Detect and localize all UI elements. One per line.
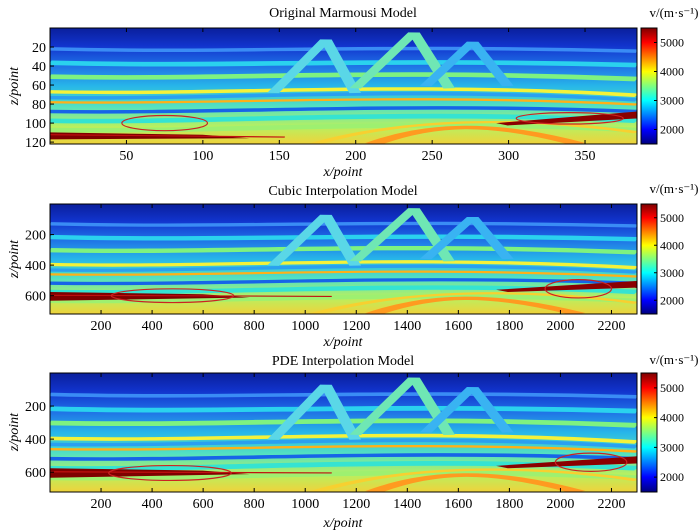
x-tick-label: 2000 <box>546 319 574 334</box>
x-tick-label: 400 <box>142 497 163 512</box>
y-tick-label: 60 <box>32 79 46 94</box>
x-axis-label: x/point <box>323 165 364 180</box>
panel-pde: PDE Interpolation Model <box>7 352 699 531</box>
colorbar-tick-label: 5000 <box>660 211 684 225</box>
y-tick-label: 400 <box>25 433 46 448</box>
y-tick-label: 120 <box>25 136 46 151</box>
x-tick-label: 1800 <box>495 497 523 512</box>
annotation-ellipse <box>121 114 209 132</box>
colorbar-tick-label: 2000 <box>660 123 684 137</box>
x-tick-labels: 200 400 600 800 1000 1200 1400 1600 1800 2000 2200 <box>91 373 625 512</box>
annotation-ellipse <box>554 452 628 472</box>
heatmap-field <box>50 204 637 314</box>
x-tick-label: 200 <box>91 319 112 334</box>
colorbar: 2000 3000 4000 5000 v/(m·s⁻¹) <box>640 352 699 493</box>
colorbar-tick-label: 4000 <box>660 411 684 425</box>
x-tick-label: 600 <box>193 497 214 512</box>
x-tick-label: 1200 <box>342 497 370 512</box>
y-tick-label: 40 <box>32 60 46 75</box>
heatmap-field <box>50 373 637 492</box>
x-tick-label: 100 <box>192 149 213 164</box>
colorbar-tick-label: 3000 <box>660 266 684 280</box>
annotation-ellipses <box>110 279 613 304</box>
plot-frame <box>49 372 638 493</box>
colorbar-tick-label: 3000 <box>660 440 684 454</box>
y-tick-label: 200 <box>25 400 46 415</box>
y-tick-label: 200 <box>25 229 46 244</box>
colorbar-tick-label: 3000 <box>660 94 684 108</box>
plot-frame <box>49 203 638 315</box>
y-axis-label: z/point <box>7 239 22 279</box>
x-tick-label: 200 <box>345 149 366 164</box>
y-tick-label: 80 <box>32 98 46 113</box>
x-tick-labels: 50 100 150 200 250 300 350 <box>119 28 596 164</box>
x-tick-label: 150 <box>269 149 290 164</box>
x-tick-label: 250 <box>422 149 443 164</box>
y-tick-label: 20 <box>32 41 46 56</box>
x-tick-label: 1600 <box>444 319 472 334</box>
annotation-ellipses <box>108 452 628 482</box>
x-tick-label: 1000 <box>291 497 319 512</box>
colorbar-tick-label: 5000 <box>660 381 684 395</box>
x-tick-label: 1400 <box>393 497 421 512</box>
x-tick-label: 800 <box>244 497 265 512</box>
x-tick-label: 2200 <box>597 497 625 512</box>
colorbar-ticks: 2000 3000 4000 5000 <box>654 36 684 137</box>
panel-original: Original Marmousi Model <box>7 5 699 180</box>
x-tick-labels: 200 400 600 800 1000 1200 1400 1600 1800 2000 2200 <box>91 204 625 334</box>
x-tick-label: 350 <box>575 149 596 164</box>
x-axis-label: x/point <box>323 335 364 350</box>
annotation-ellipse <box>108 464 232 482</box>
colorbar-tick-label: 4000 <box>660 65 684 79</box>
y-axis-label: z/point <box>7 66 22 106</box>
x-tick-label: 1200 <box>342 319 370 334</box>
chart-title: Original Marmousi Model <box>269 6 417 21</box>
x-tick-label: 1400 <box>393 319 421 334</box>
annotation-ellipse <box>110 288 235 304</box>
colorbar-label: v/(m·s⁻¹) <box>649 5 698 20</box>
panel-cubic: Cubic Interpolation Model <box>7 181 699 350</box>
y-axis-label: z/point <box>7 412 22 452</box>
colorbar-label: v/(m·s⁻¹) <box>649 181 698 196</box>
x-tick-label: 300 <box>498 149 519 164</box>
x-tick-label: 1600 <box>444 497 472 512</box>
annotation-ellipses <box>121 112 624 132</box>
heatmap-field <box>50 28 637 144</box>
y-tick-label: 600 <box>25 290 46 305</box>
x-tick-label: 2200 <box>597 319 625 334</box>
y-tick-labels: 200 400 600 <box>25 400 54 481</box>
colorbar-ticks: 2000 3000 4000 5000 <box>654 381 684 484</box>
colorbar-tick-label: 5000 <box>660 36 684 50</box>
annotation-ellipse <box>544 279 613 299</box>
y-tick-label: 600 <box>25 466 46 481</box>
y-tick-label: 100 <box>25 117 46 132</box>
x-tick-label: 200 <box>91 497 112 512</box>
colorbar: 2000 3000 4000 5000 v/(m·s⁻¹) <box>640 181 699 315</box>
x-tick-label: 800 <box>244 319 265 334</box>
colorbar-ticks: 2000 3000 4000 5000 <box>654 211 684 307</box>
plot-frame <box>49 27 638 145</box>
colorbar: 2000 3000 4000 5000 v/(m·s⁻¹) <box>640 5 699 145</box>
y-tick-labels: 20 40 60 80 100 120 <box>25 41 54 151</box>
y-tick-labels: 200 400 600 <box>25 229 54 305</box>
x-tick-label: 600 <box>193 319 214 334</box>
chart-title: PDE Interpolation Model <box>272 354 414 369</box>
x-tick-label: 2000 <box>546 497 574 512</box>
colorbar-label: v/(m·s⁻¹) <box>649 352 698 367</box>
annotation-ellipse <box>515 112 624 125</box>
colorbar-tick-label: 2000 <box>660 470 684 484</box>
colorbar-tick-label: 4000 <box>660 238 684 252</box>
x-tick-label: 1000 <box>291 319 319 334</box>
x-tick-label: 400 <box>142 319 163 334</box>
x-tick-label: 50 <box>119 149 133 164</box>
x-tick-label: 1800 <box>495 319 523 334</box>
y-tick-label: 400 <box>25 259 46 274</box>
x-axis-label: x/point <box>323 516 364 531</box>
colorbar-tick-label: 2000 <box>660 293 684 307</box>
chart-title: Cubic Interpolation Model <box>268 184 417 199</box>
